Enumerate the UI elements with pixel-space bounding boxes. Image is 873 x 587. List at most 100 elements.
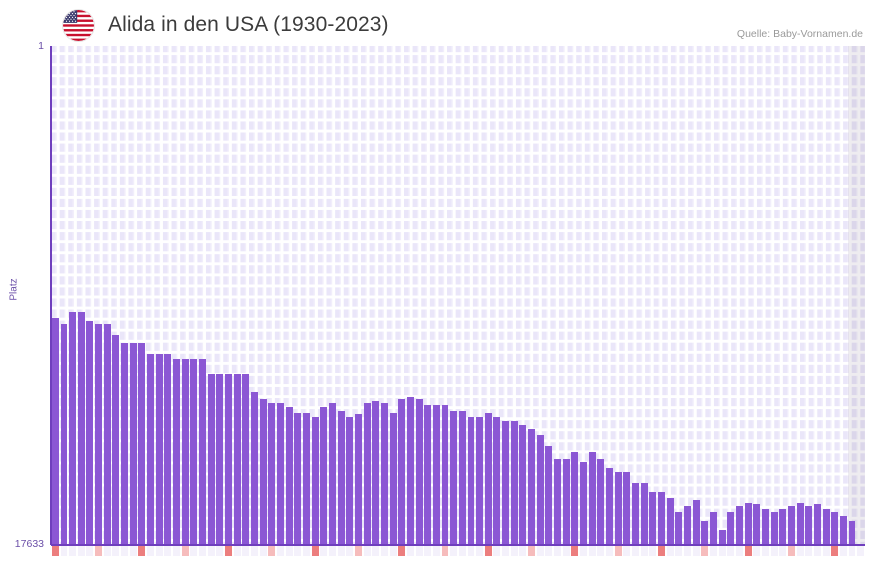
- bar[interactable]: [77, 311, 85, 545]
- bar[interactable]: [138, 343, 146, 545]
- bar[interactable]: [545, 446, 553, 545]
- bar[interactable]: [735, 505, 743, 545]
- bar[interactable]: [259, 399, 267, 545]
- bar[interactable]: [450, 411, 458, 545]
- bar[interactable]: [562, 459, 570, 545]
- bar[interactable]: [718, 529, 726, 545]
- bar[interactable]: [311, 417, 319, 545]
- bar[interactable]: [796, 503, 804, 545]
- bar[interactable]: [458, 411, 466, 545]
- bar[interactable]: [406, 397, 414, 545]
- bar[interactable]: [536, 435, 544, 545]
- bar[interactable]: [320, 407, 328, 545]
- bar[interactable]: [216, 373, 224, 545]
- bar[interactable]: [502, 421, 510, 545]
- bar[interactable]: [199, 358, 207, 545]
- bar[interactable]: [103, 323, 111, 545]
- bar[interactable]: [554, 459, 562, 545]
- bar[interactable]: [441, 405, 449, 545]
- bar[interactable]: [190, 358, 198, 545]
- bar[interactable]: [95, 323, 103, 545]
- bar[interactable]: [658, 491, 665, 545]
- bar[interactable]: [476, 417, 484, 545]
- bar[interactable]: [285, 407, 293, 545]
- bar[interactable]: [424, 405, 432, 545]
- bar[interactable]: [822, 508, 830, 545]
- bar[interactable]: [632, 483, 639, 545]
- bar[interactable]: [701, 521, 709, 545]
- bar[interactable]: [683, 505, 691, 545]
- bar[interactable]: [233, 373, 241, 545]
- bar[interactable]: [147, 353, 155, 545]
- bar[interactable]: [69, 311, 77, 545]
- x-axis-tick: [735, 546, 743, 556]
- bar[interactable]: [398, 399, 406, 545]
- bar[interactable]: [614, 472, 622, 545]
- bar[interactable]: [779, 508, 787, 545]
- bar[interactable]: [389, 413, 397, 545]
- x-axis-tick: [649, 546, 657, 556]
- x-axis-tick: [69, 546, 77, 556]
- bar[interactable]: [753, 504, 761, 545]
- bar[interactable]: [155, 353, 163, 545]
- bar[interactable]: [242, 373, 250, 545]
- bar[interactable]: [597, 459, 605, 545]
- bar[interactable]: [251, 391, 258, 545]
- bar[interactable]: [354, 413, 362, 545]
- bar[interactable]: [761, 508, 769, 545]
- bar[interactable]: [588, 451, 596, 545]
- bar[interactable]: [302, 413, 310, 545]
- bar[interactable]: [164, 353, 172, 545]
- bar[interactable]: [787, 505, 795, 545]
- bar[interactable]: [51, 317, 59, 545]
- x-axis-tick: [510, 546, 518, 556]
- bar[interactable]: [294, 413, 302, 545]
- bar[interactable]: [692, 500, 700, 545]
- bar[interactable]: [268, 403, 276, 545]
- bar[interactable]: [606, 467, 614, 545]
- bar[interactable]: [337, 411, 345, 545]
- bar[interactable]: [415, 399, 423, 545]
- bar[interactable]: [813, 504, 821, 545]
- bar[interactable]: [848, 521, 856, 545]
- bar[interactable]: [571, 451, 579, 545]
- bar[interactable]: [649, 491, 657, 545]
- bar[interactable]: [372, 401, 380, 545]
- bar[interactable]: [363, 403, 371, 545]
- bar[interactable]: [675, 511, 683, 545]
- bar[interactable]: [744, 503, 752, 545]
- bar[interactable]: [276, 403, 284, 545]
- bar[interactable]: [640, 483, 648, 545]
- bar[interactable]: [129, 343, 137, 545]
- bar[interactable]: [207, 373, 215, 545]
- bar[interactable]: [528, 429, 536, 545]
- bar[interactable]: [467, 417, 475, 545]
- bar[interactable]: [727, 511, 735, 545]
- bar[interactable]: [346, 417, 354, 545]
- bar[interactable]: [380, 403, 388, 545]
- bar[interactable]: [666, 498, 674, 545]
- bar[interactable]: [60, 323, 68, 545]
- bar[interactable]: [484, 413, 492, 545]
- bar[interactable]: [623, 472, 631, 545]
- bar[interactable]: [432, 405, 440, 545]
- bar[interactable]: [328, 403, 336, 545]
- bar[interactable]: [86, 320, 94, 545]
- bar[interactable]: [493, 417, 501, 545]
- bar[interactable]: [121, 343, 129, 545]
- bar[interactable]: [510, 421, 518, 545]
- bar[interactable]: [770, 511, 778, 545]
- bar[interactable]: [839, 515, 847, 545]
- bar[interactable]: [805, 505, 813, 545]
- x-axis-tick: [51, 546, 59, 556]
- bar[interactable]: [181, 358, 189, 545]
- x-axis-tick: [311, 546, 319, 556]
- bar[interactable]: [173, 358, 181, 545]
- bar[interactable]: [519, 425, 527, 545]
- x-axis-tick: [675, 546, 683, 556]
- bar[interactable]: [225, 373, 232, 545]
- bar[interactable]: [831, 511, 839, 545]
- bar[interactable]: [709, 511, 717, 545]
- bar[interactable]: [112, 334, 120, 545]
- bar[interactable]: [580, 462, 588, 545]
